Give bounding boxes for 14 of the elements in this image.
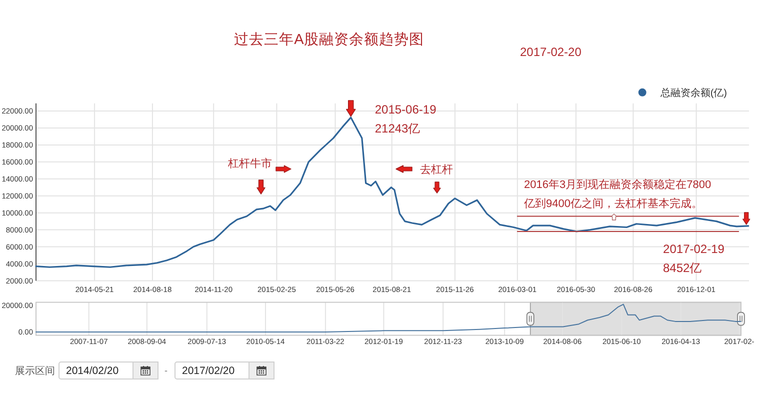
chart-title: 过去三年A股融资余额趋势图 [234, 31, 424, 48]
annotation: 21243亿 [374, 121, 420, 136]
annotation: 杠杆牛市 [227, 156, 272, 170]
text: 2017-02-20 [520, 44, 582, 59]
annotation: 8452亿 [663, 261, 702, 276]
annotation: 2015-06-19 [374, 102, 437, 116]
text: 2014/02/20 [66, 365, 119, 378]
text: - [164, 366, 168, 376]
annotation: 2017-02-19 [663, 242, 725, 256]
legend-label: 总融资余额(亿) [659, 86, 728, 99]
annotation: 2016年3月到现在融资余额稳定在7800亿到9400亿之间，去杠杆基本完成。 [523, 178, 712, 210]
annotation: 去杠杆 [420, 162, 453, 176]
text: 2017/02/20 [182, 365, 235, 378]
text: 展示区间 [15, 365, 55, 377]
